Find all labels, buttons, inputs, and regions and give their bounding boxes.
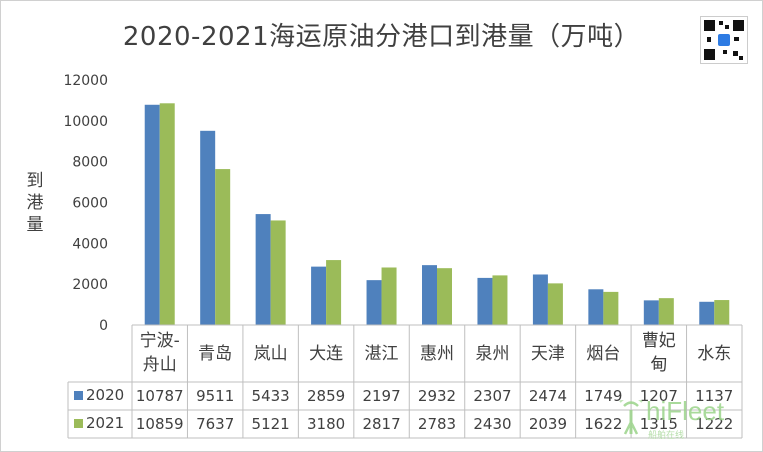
data-label: 2197 bbox=[362, 387, 400, 405]
data-label: 5121 bbox=[252, 415, 290, 433]
bar-2021-1 bbox=[215, 169, 231, 325]
data-label: 1749 bbox=[584, 387, 622, 405]
data-label: 2474 bbox=[529, 387, 567, 405]
data-label: 2430 bbox=[473, 415, 511, 433]
bar-2021-4 bbox=[381, 267, 397, 325]
y-tick-label: 2000 bbox=[72, 277, 108, 293]
data-label: 3180 bbox=[307, 415, 345, 433]
x-category-label: 泉州 bbox=[475, 344, 509, 364]
x-category-label: 惠州 bbox=[420, 344, 454, 364]
y-tick-label: 8000 bbox=[72, 155, 108, 171]
legend-label-2020: 2020 bbox=[86, 386, 124, 404]
x-category-label: 岚山 bbox=[254, 344, 288, 364]
bar-2021-10 bbox=[714, 300, 730, 325]
data-label: 7637 bbox=[196, 415, 234, 433]
data-label: 2932 bbox=[418, 387, 456, 405]
bar-2020-5 bbox=[422, 265, 437, 325]
x-category-label: 大连 bbox=[309, 344, 343, 364]
bar-2020-7 bbox=[532, 274, 548, 325]
data-label: 2039 bbox=[529, 415, 567, 433]
bar-2021-5 bbox=[437, 268, 452, 325]
bar-2020-3 bbox=[311, 266, 327, 325]
bar-2020-0 bbox=[144, 104, 160, 326]
signal-tower-icon bbox=[619, 400, 643, 435]
data-label: 1222 bbox=[695, 415, 733, 433]
x-category-label: 天津 bbox=[531, 344, 565, 364]
data-label: 1622 bbox=[584, 415, 622, 433]
x-category-label: 曹妃 bbox=[642, 331, 676, 351]
data-label: 5433 bbox=[252, 387, 290, 405]
chart-title: 2020-2021海运原油分港口到港量（万吨） bbox=[122, 22, 641, 52]
qr-code-icon bbox=[700, 16, 748, 64]
bar-2021-9 bbox=[658, 298, 674, 325]
bar-2021-6 bbox=[492, 275, 508, 325]
y-tick-label: 12000 bbox=[63, 73, 108, 89]
bar-2020-9 bbox=[643, 300, 659, 325]
data-label: 2859 bbox=[307, 387, 345, 405]
data-label: 1207 bbox=[640, 387, 678, 405]
bar-2021-0 bbox=[159, 103, 175, 326]
bar-2020-6 bbox=[477, 277, 493, 325]
legend-label-2021: 2021 bbox=[86, 414, 124, 432]
bar-2020-8 bbox=[588, 289, 604, 325]
y-tick-label: 0 bbox=[99, 318, 108, 334]
x-category-label: 烟台 bbox=[586, 344, 620, 364]
data-label: 1315 bbox=[640, 415, 678, 433]
legend-swatch-2021 bbox=[74, 419, 83, 428]
bar-2020-4 bbox=[366, 280, 382, 325]
bar-2020-2 bbox=[255, 214, 271, 325]
x-category-label: 宁波- bbox=[140, 331, 180, 351]
bar-2020-10 bbox=[699, 301, 715, 325]
watermark-text: hiFleet bbox=[646, 396, 725, 426]
y-tick-label: 4000 bbox=[72, 236, 108, 252]
watermark-subtext: 船舶在线 bbox=[648, 431, 685, 441]
data-label: 1137 bbox=[695, 387, 733, 405]
data-label: 10859 bbox=[136, 415, 184, 433]
data-label: 2307 bbox=[473, 387, 511, 405]
bar-2020-1 bbox=[200, 130, 216, 325]
y-axis-label: 到港量 bbox=[26, 171, 44, 235]
y-tick-label: 6000 bbox=[72, 196, 108, 212]
data-label: 9511 bbox=[196, 387, 234, 405]
y-tick-label: 10000 bbox=[63, 114, 108, 130]
bar-2021-7 bbox=[547, 283, 563, 325]
x-category-label: 甸 bbox=[650, 355, 667, 375]
data-label: 2783 bbox=[418, 415, 456, 433]
data-label: 10787 bbox=[136, 387, 184, 405]
x-category-label: 青岛 bbox=[198, 344, 232, 364]
data-label: 2817 bbox=[362, 415, 400, 433]
x-category-label: 舟山 bbox=[143, 355, 177, 375]
legend-swatch-2020 bbox=[74, 391, 83, 400]
bar-2021-3 bbox=[326, 260, 342, 325]
bar-2021-8 bbox=[603, 291, 619, 325]
x-category-label: 湛江 bbox=[365, 344, 399, 364]
bar-2021-2 bbox=[270, 220, 286, 325]
x-category-label: 水东 bbox=[697, 344, 731, 364]
